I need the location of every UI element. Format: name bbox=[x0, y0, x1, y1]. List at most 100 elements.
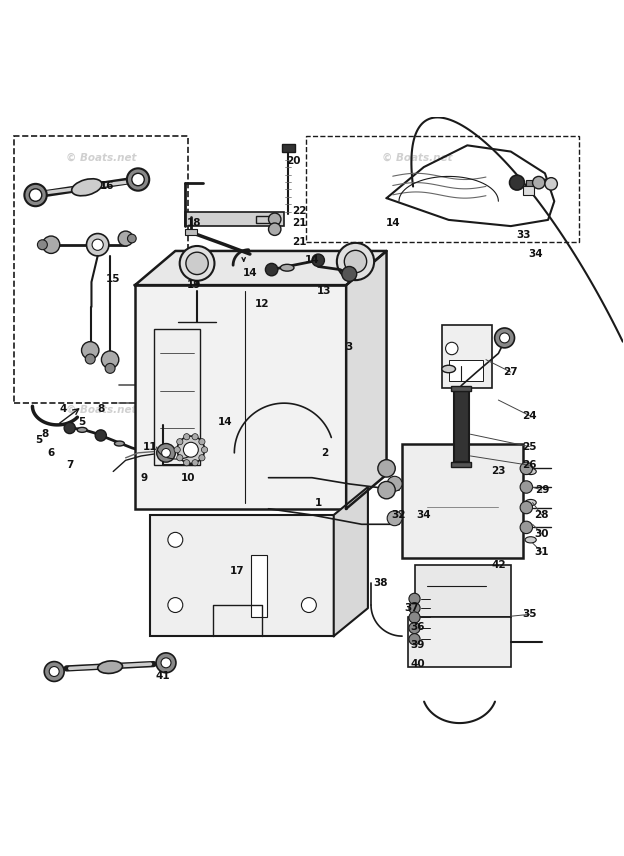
Circle shape bbox=[545, 178, 557, 190]
Bar bbox=[451, 462, 471, 467]
Circle shape bbox=[180, 246, 215, 281]
Circle shape bbox=[37, 240, 47, 250]
Circle shape bbox=[127, 169, 149, 191]
Bar bbox=[306, 136, 579, 241]
Text: 8: 8 bbox=[97, 404, 104, 414]
Circle shape bbox=[344, 250, 367, 273]
Ellipse shape bbox=[525, 499, 536, 506]
Circle shape bbox=[177, 455, 183, 461]
Circle shape bbox=[500, 333, 510, 343]
Ellipse shape bbox=[525, 537, 536, 543]
Bar bbox=[185, 212, 284, 226]
Text: 41: 41 bbox=[155, 671, 170, 681]
Polygon shape bbox=[135, 251, 386, 285]
Text: 14: 14 bbox=[243, 268, 257, 277]
Circle shape bbox=[378, 481, 395, 499]
Text: 8: 8 bbox=[41, 429, 49, 439]
Ellipse shape bbox=[525, 468, 536, 474]
Circle shape bbox=[312, 254, 324, 266]
Bar bbox=[523, 186, 534, 195]
Circle shape bbox=[409, 633, 420, 645]
Text: 7: 7 bbox=[66, 461, 74, 470]
Text: 9: 9 bbox=[140, 473, 148, 483]
Text: 6: 6 bbox=[47, 448, 55, 458]
Text: 34: 34 bbox=[416, 510, 431, 520]
Bar bbox=[185, 229, 197, 235]
Text: © Boats.net: © Boats.net bbox=[66, 152, 136, 163]
Circle shape bbox=[177, 438, 183, 445]
Circle shape bbox=[29, 189, 42, 201]
Text: 10: 10 bbox=[180, 473, 195, 483]
Text: 12: 12 bbox=[255, 299, 270, 309]
Bar bbox=[256, 216, 271, 223]
Bar bbox=[449, 360, 483, 382]
Text: 36: 36 bbox=[411, 621, 425, 632]
Bar bbox=[442, 325, 492, 388]
Text: 1: 1 bbox=[314, 497, 322, 508]
Text: 5: 5 bbox=[79, 417, 85, 427]
Circle shape bbox=[102, 351, 119, 368]
Text: 2: 2 bbox=[321, 448, 328, 458]
Circle shape bbox=[378, 460, 395, 477]
Text: 39: 39 bbox=[411, 640, 425, 651]
Bar bbox=[150, 515, 334, 636]
Circle shape bbox=[95, 430, 106, 441]
Polygon shape bbox=[334, 487, 368, 636]
Text: 19: 19 bbox=[187, 280, 201, 290]
Polygon shape bbox=[346, 251, 386, 508]
Circle shape bbox=[510, 175, 524, 190]
Circle shape bbox=[118, 231, 133, 246]
Circle shape bbox=[520, 502, 532, 514]
Text: 15: 15 bbox=[106, 274, 120, 284]
Text: 14: 14 bbox=[305, 255, 319, 265]
Text: 23: 23 bbox=[491, 467, 505, 477]
Bar bbox=[414, 565, 511, 617]
Text: 5: 5 bbox=[35, 436, 42, 445]
Text: 33: 33 bbox=[516, 230, 530, 241]
Circle shape bbox=[199, 455, 205, 461]
Circle shape bbox=[268, 213, 281, 225]
Text: 42: 42 bbox=[491, 560, 505, 570]
Circle shape bbox=[174, 447, 180, 453]
Circle shape bbox=[301, 597, 316, 613]
Text: 32: 32 bbox=[392, 510, 406, 520]
Text: 4: 4 bbox=[60, 404, 67, 414]
Text: 35: 35 bbox=[522, 609, 537, 620]
Ellipse shape bbox=[72, 179, 102, 196]
Bar bbox=[14, 136, 188, 403]
Bar bbox=[282, 144, 295, 152]
Circle shape bbox=[387, 511, 402, 526]
Circle shape bbox=[24, 184, 47, 206]
Bar bbox=[154, 329, 200, 466]
Circle shape bbox=[409, 612, 420, 623]
Text: 24: 24 bbox=[522, 411, 537, 420]
Circle shape bbox=[520, 481, 532, 493]
Circle shape bbox=[105, 364, 115, 373]
Circle shape bbox=[337, 243, 374, 280]
Ellipse shape bbox=[77, 427, 87, 432]
Circle shape bbox=[127, 235, 136, 243]
Circle shape bbox=[183, 434, 190, 440]
Circle shape bbox=[532, 176, 545, 189]
Circle shape bbox=[265, 264, 278, 276]
Ellipse shape bbox=[114, 441, 124, 446]
Circle shape bbox=[202, 447, 208, 453]
Circle shape bbox=[342, 266, 357, 282]
Text: © Boats.net: © Boats.net bbox=[66, 404, 136, 414]
Text: 16: 16 bbox=[100, 181, 114, 191]
Circle shape bbox=[520, 521, 532, 533]
Circle shape bbox=[177, 436, 205, 463]
Circle shape bbox=[268, 223, 281, 235]
Text: 21: 21 bbox=[292, 218, 307, 228]
Bar bbox=[251, 556, 267, 617]
Circle shape bbox=[49, 667, 59, 676]
Text: 14: 14 bbox=[386, 218, 400, 228]
Bar bbox=[402, 443, 523, 558]
Bar bbox=[135, 285, 346, 508]
Text: 3: 3 bbox=[346, 342, 353, 352]
Circle shape bbox=[85, 354, 95, 364]
Text: 28: 28 bbox=[535, 510, 549, 520]
Circle shape bbox=[87, 234, 109, 256]
Text: 34: 34 bbox=[529, 249, 543, 259]
Circle shape bbox=[168, 532, 183, 547]
